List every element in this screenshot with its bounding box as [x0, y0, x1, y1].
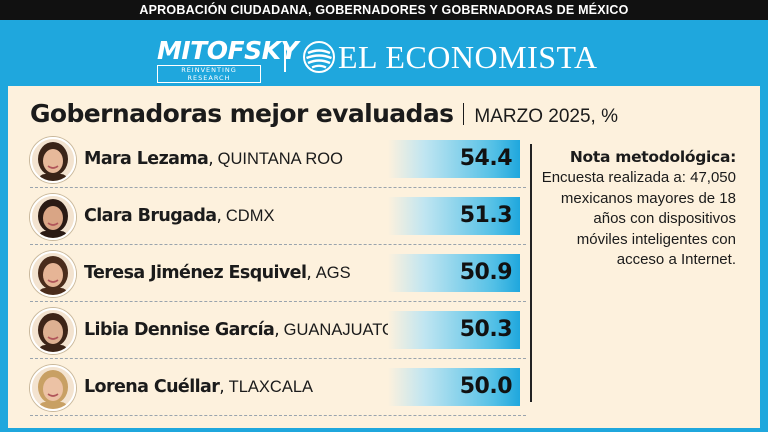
row-divider: [30, 244, 526, 245]
governor-name: Clara Brugada: [84, 206, 217, 226]
value-bar: 50.9: [388, 254, 520, 292]
person-avatar: [30, 194, 76, 240]
approval-value: 50.0: [459, 374, 513, 399]
mitofsky-wordmark: MITOFSKY: [157, 36, 299, 65]
ranking-row: Libia Dennise García, GUANAJUATO 50.3: [30, 303, 526, 360]
el-economista-globe-icon: [303, 41, 335, 73]
state-name: AGS: [315, 264, 351, 282]
person-avatar: [30, 251, 76, 297]
banner-title: APROBACIÓN CIUDADANA, GOBERNADORES Y GOB…: [0, 0, 768, 20]
state-name: GUANAJUATO: [283, 321, 395, 339]
governor-name: Teresa Jiménez Esquivel: [84, 263, 307, 283]
name-separator: ,: [208, 149, 214, 169]
ranking-row: Mara Lezama, QUINTANA ROO 54.4: [30, 132, 526, 189]
ranking-row: Lorena Cuéllar, TLAXCALA 50.0: [30, 360, 526, 417]
value-bar: 54.4: [388, 140, 520, 178]
name-separator: ,: [306, 263, 312, 283]
row-divider: [30, 187, 526, 188]
ranking-row: Clara Brugada, CDMX 51.3: [30, 189, 526, 246]
state-name: TLAXCALA: [228, 378, 314, 396]
chart-subtitle: MARZO 2025, %: [474, 106, 618, 127]
state-name: CDMX: [225, 207, 275, 225]
name-separator: ,: [219, 377, 225, 397]
mitofsky-tagline: REINVENTING RESEARCH: [157, 65, 261, 83]
approval-value: 50.3: [459, 317, 513, 342]
note-heading: Nota metodológica:: [569, 148, 736, 166]
row-divider: [30, 415, 526, 416]
title-separator: [463, 103, 465, 125]
approval-value: 51.3: [459, 203, 513, 228]
approval-value: 54.4: [459, 146, 513, 171]
person-avatar: [30, 137, 76, 183]
person-label: Lorena Cuéllar, TLAXCALA: [84, 374, 313, 400]
brand-divider: [284, 42, 286, 72]
value-bar: 51.3: [388, 197, 520, 235]
methodology-note: Nota metodológica: Encuesta realizada a:…: [540, 146, 737, 271]
note-divider: [530, 144, 532, 402]
content-panel: Gobernadoras mejor evaluadas MARZO 2025, …: [8, 86, 760, 428]
mitofsky-logo: MITOFSKY REINVENTING RESEARCH: [157, 36, 299, 83]
note-body: Encuesta realizada a: 47,050 mexicanos m…: [541, 169, 736, 268]
person-avatar: [30, 308, 76, 354]
governor-name: Mara Lezama: [84, 149, 209, 169]
person-avatar: [30, 365, 76, 411]
row-divider: [30, 301, 526, 302]
person-label: Clara Brugada, CDMX: [84, 203, 274, 229]
ranking-row: Teresa Jiménez Esquivel, AGS 50.9: [30, 246, 526, 303]
name-separator: ,: [216, 206, 222, 226]
state-name: QUINTANA ROO: [217, 150, 343, 168]
governor-name: Lorena Cuéllar: [84, 377, 220, 397]
person-label: Teresa Jiménez Esquivel, AGS: [84, 260, 351, 286]
value-bar: 50.3: [388, 311, 520, 349]
brand-header: MITOFSKY REINVENTING RESEARCH EL ECONOMI…: [0, 20, 768, 86]
person-label: Mara Lezama, QUINTANA ROO: [84, 146, 343, 172]
governor-name: Libia Dennise García: [84, 320, 275, 340]
name-separator: ,: [274, 320, 280, 340]
chart-heading: Gobernadoras mejor evaluadas MARZO 2025, …: [30, 96, 618, 132]
chart-title: Gobernadoras mejor evaluadas: [30, 99, 454, 128]
el-economista-wordmark: EL ECONOMISTA: [338, 39, 598, 75]
row-divider: [30, 358, 526, 359]
approval-value: 50.9: [459, 260, 513, 285]
value-bar: 50.0: [388, 368, 520, 406]
person-label: Libia Dennise García, GUANAJUATO: [84, 317, 395, 343]
